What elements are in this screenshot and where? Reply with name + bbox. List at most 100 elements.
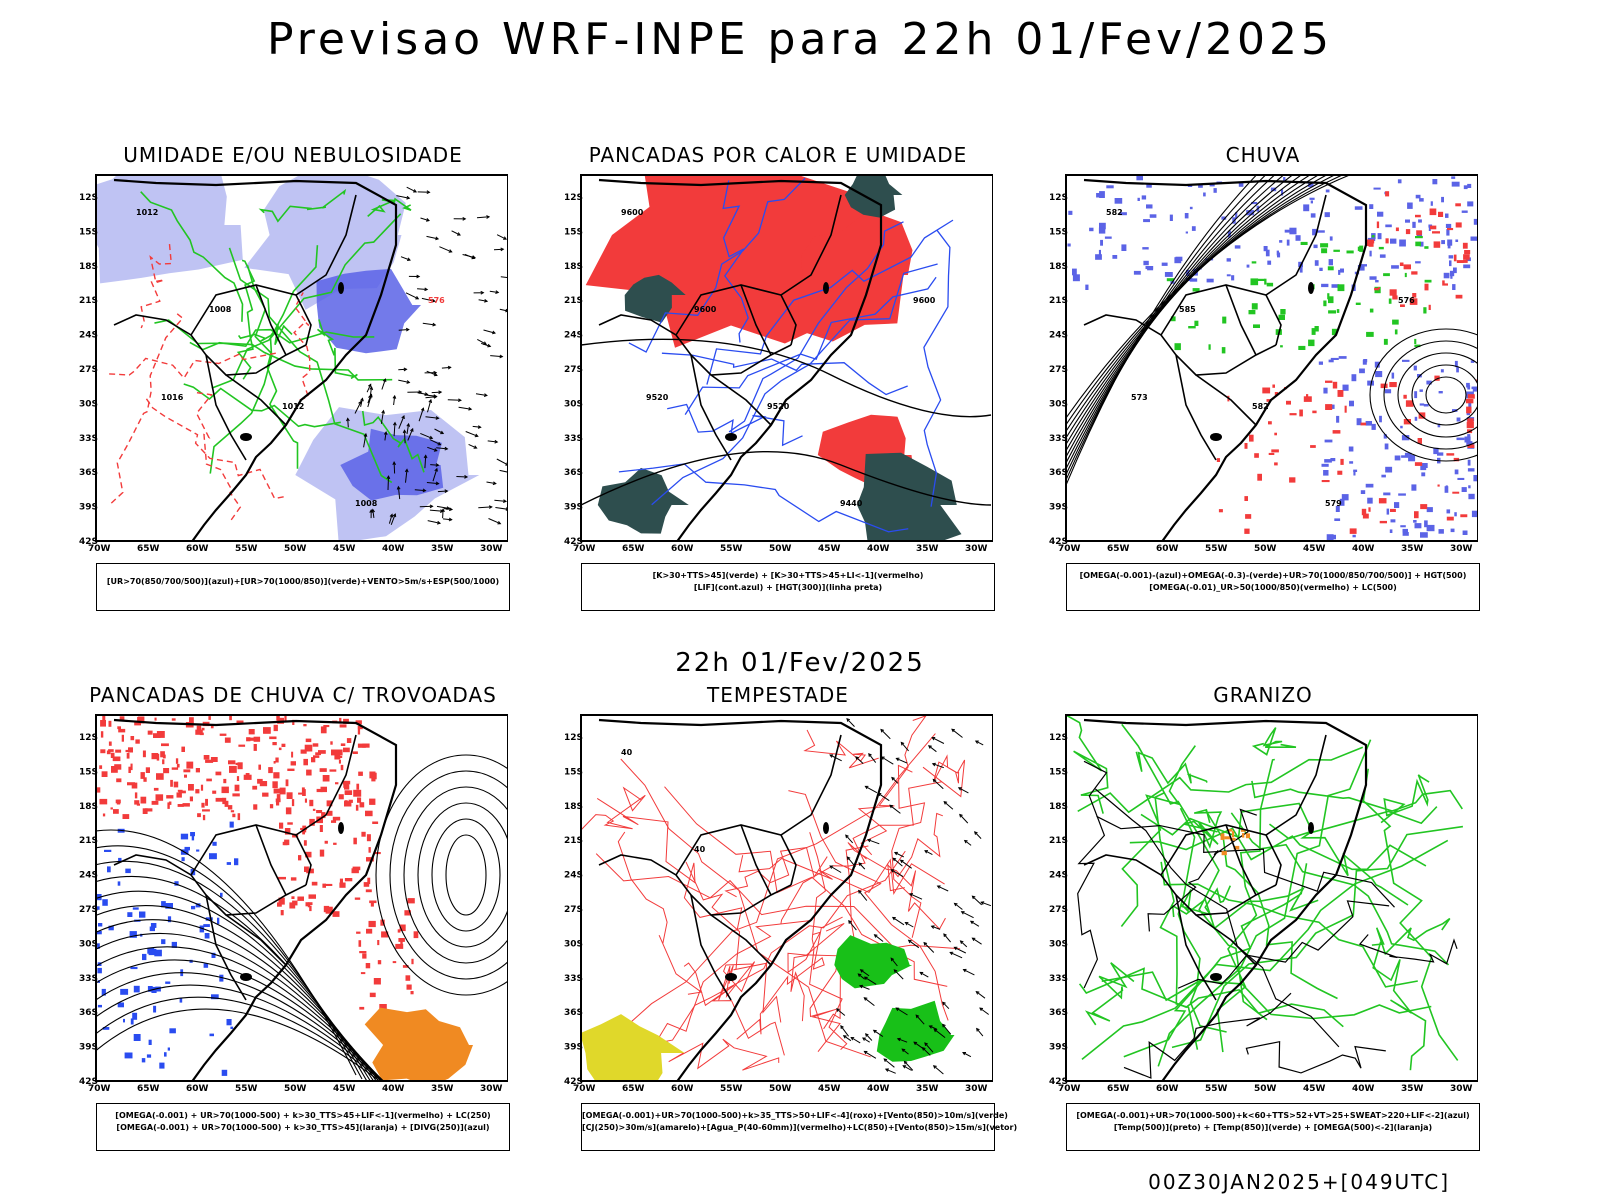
wind-vector: [392, 421, 397, 426]
storm-area: [167, 802, 170, 809]
rain-area: [1206, 278, 1214, 283]
wind-vector: [436, 505, 450, 509]
divergence-marker: [191, 835, 195, 841]
rain-area: [1357, 265, 1365, 271]
divergence-marker: [117, 881, 121, 886]
rain-area: [1313, 244, 1318, 249]
wind-vector: [964, 840, 972, 846]
rain-area: [1328, 296, 1334, 304]
water-contour: [664, 786, 948, 987]
wind-vector: [390, 513, 396, 525]
rain-area: [1414, 462, 1423, 466]
rain-area: [1376, 221, 1380, 229]
rain-area: [1121, 244, 1127, 251]
omega-marker: [1231, 831, 1235, 838]
temperature-contour: [1245, 1040, 1386, 1074]
rain-area: [1099, 222, 1106, 230]
water-contour: [736, 916, 843, 1040]
rain-area: [1441, 240, 1445, 245]
storm-area: [351, 868, 359, 874]
wind-vector: [949, 951, 963, 959]
rain-area: [1415, 194, 1421, 199]
streamline: [417, 802, 508, 948]
rain-area: [1268, 421, 1272, 425]
rain-area: [1413, 365, 1417, 371]
rain-area: [1263, 246, 1268, 252]
legend-line-1: [OMEGA(-0.001)+UR>70(1000-500)+k>35_TTS>…: [582, 1111, 1008, 1120]
rain-area: [1455, 203, 1461, 207]
storm-area: [189, 796, 193, 802]
rain-area: [1401, 435, 1410, 441]
storm-area: [313, 755, 320, 758]
storm-area: [224, 737, 231, 743]
rain-area: [1344, 405, 1347, 413]
temperature-contour: [1205, 810, 1338, 1000]
rain-area: [1336, 415, 1340, 423]
temperature-contour: [1123, 863, 1308, 1058]
rain-area: [1310, 445, 1316, 448]
wind-vector: [850, 1036, 855, 1041]
lat-tick-label: 15S: [564, 767, 583, 777]
rain-area: [1466, 421, 1474, 429]
wind-vector: [499, 469, 508, 473]
storm-area: [144, 808, 153, 812]
wind-vector: [420, 407, 425, 412]
rain-area: [1309, 197, 1315, 200]
rain-area: [1414, 344, 1421, 348]
map-frame: [95, 714, 508, 1082]
rain-area: [1384, 389, 1392, 394]
storm-area: [156, 731, 165, 738]
storm-area: [373, 978, 381, 985]
rain-area: [1337, 390, 1344, 397]
rain-area: [1447, 239, 1453, 246]
storm-area: [305, 902, 310, 907]
storm-area: [292, 833, 299, 838]
wind-vector: [426, 482, 439, 485]
wind-vector: [456, 232, 461, 236]
storm-area: [320, 786, 327, 793]
divergence-marker: [180, 833, 189, 840]
rain-area: [1310, 200, 1313, 204]
rain-area: [1461, 487, 1467, 492]
rain-area: [1289, 227, 1297, 235]
lake: [338, 822, 344, 834]
storm-area: [222, 797, 227, 805]
rain-area: [1354, 206, 1363, 210]
storm-area: [319, 849, 325, 857]
divergence-marker: [132, 907, 139, 910]
omega-marker: [1233, 845, 1240, 850]
lat-tick-label: 24S: [79, 871, 98, 881]
storm-area: [238, 744, 246, 747]
storm-area: [369, 771, 376, 779]
rain-area: [1289, 477, 1296, 483]
lon-tick-label: 60W: [186, 544, 209, 554]
rain-area: [1434, 375, 1440, 381]
panel-thunderstorm-showers: PANCADAS DE CHUVA C/ TROVOADAS 12S 15S 18S…: [78, 683, 510, 1173]
map-layer: [1066, 715, 1478, 1081]
water-contour: [617, 831, 703, 995]
divergence-marker: [139, 911, 146, 918]
rain-area: [1246, 264, 1250, 268]
rain-area: [1454, 360, 1458, 368]
temperature-contour: [1371, 917, 1451, 956]
wind-vector: [420, 432, 433, 439]
wind-vector: [433, 370, 438, 375]
contour-label: 9600: [621, 208, 644, 217]
storm-area: [272, 742, 277, 746]
rain-area: [1281, 189, 1284, 196]
storm-area: [232, 813, 236, 818]
rain-area: [1325, 380, 1333, 383]
rain-area: [1072, 274, 1080, 282]
rain-area: [1417, 438, 1422, 444]
humidity-contour: [209, 245, 319, 474]
rain-area: [1161, 262, 1168, 266]
wind-vector: [924, 850, 929, 854]
rain-area: [1405, 219, 1410, 223]
divergence-marker: [154, 949, 162, 957]
divergence-marker: [204, 933, 210, 939]
divergence-marker: [130, 1018, 134, 1025]
wind-vector: [962, 1052, 972, 1058]
wind-vector: [868, 753, 877, 763]
border-line: [710, 374, 772, 426]
rain-area: [1355, 302, 1361, 305]
